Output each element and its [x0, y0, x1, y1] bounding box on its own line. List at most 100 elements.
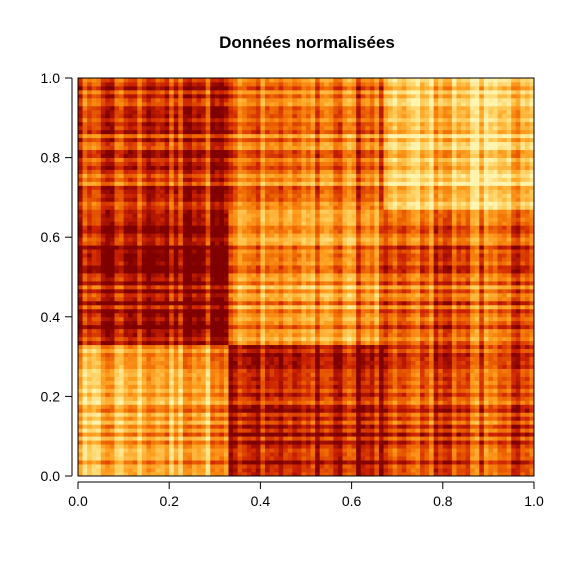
heatmap-cell: [237, 464, 243, 469]
heatmap-cell: [433, 436, 439, 441]
heatmap-cell: [424, 288, 430, 294]
heatmap-cell: [319, 356, 325, 361]
heatmap-cell: [228, 428, 234, 433]
heatmap-cell: [465, 292, 471, 298]
heatmap-cell: [433, 432, 439, 437]
heatmap-cell: [319, 348, 325, 354]
heatmap-cell: [287, 468, 293, 473]
heatmap-cell: [169, 432, 175, 437]
heatmap-cell: [155, 432, 161, 437]
heatmap-cell: [483, 464, 489, 469]
heatmap-cell: [406, 364, 412, 369]
heatmap-cell: [397, 448, 403, 453]
heatmap-cell: [492, 312, 498, 318]
heatmap-cell: [274, 348, 280, 354]
heatmap-cell: [141, 324, 147, 330]
heatmap-cell: [369, 356, 375, 361]
heatmap-cell: [397, 336, 403, 342]
heatmap-cell: [114, 344, 120, 350]
heatmap-cell: [173, 348, 179, 354]
heatmap-cell: [242, 356, 248, 361]
heatmap-cell: [164, 436, 170, 441]
heatmap-cell: [356, 344, 362, 350]
heatmap-cell: [310, 448, 316, 453]
heatmap-cell: [488, 288, 494, 294]
heatmap-cell: [201, 396, 207, 401]
heatmap-cell: [369, 328, 375, 334]
heatmap-cell: [119, 456, 124, 461]
heatmap-cell: [392, 472, 398, 477]
heatmap-cell: [205, 396, 211, 401]
heatmap-cell: [397, 332, 403, 338]
heatmap-cell: [155, 356, 161, 361]
heatmap-cell: [91, 472, 97, 477]
heatmap-cell: [410, 296, 416, 302]
heatmap-cell: [410, 344, 416, 350]
heatmap-cell: [274, 344, 280, 350]
heatmap-cell: [251, 464, 257, 469]
heatmap-cell: [155, 444, 161, 449]
heatmap-cell: [442, 280, 448, 286]
heatmap-cell: [196, 280, 202, 286]
heatmap-cell: [378, 424, 384, 429]
heatmap-cell: [306, 304, 311, 310]
heatmap-cell: [146, 284, 152, 290]
heatmap-cell: [383, 468, 389, 473]
heatmap-cell: [374, 320, 380, 326]
heatmap-cell: [492, 316, 498, 322]
heatmap-cell: [178, 468, 184, 473]
heatmap-cell: [310, 460, 316, 465]
heatmap-cell: [182, 460, 188, 465]
heatmap-cell: [520, 296, 526, 302]
heatmap-cell: [223, 336, 229, 342]
heatmap-cell: [347, 380, 352, 385]
heatmap-cell: [502, 296, 508, 302]
heatmap-cell: [401, 404, 407, 409]
heatmap-cell: [255, 388, 261, 393]
heatmap-cell: [205, 416, 211, 421]
heatmap-cell: [178, 436, 184, 441]
heatmap-cell: [433, 372, 439, 377]
heatmap-cell: [205, 432, 211, 437]
heatmap-cell: [82, 392, 88, 397]
heatmap-cell: [374, 440, 380, 445]
heatmap-cell: [283, 332, 289, 338]
heatmap-cell: [260, 460, 266, 465]
heatmap-cell: [96, 304, 102, 310]
heatmap-cell: [287, 412, 293, 417]
heatmap-cell: [479, 396, 485, 401]
heatmap-cell: [415, 296, 421, 302]
heatmap-cell: [515, 436, 521, 441]
heatmap-cell: [461, 368, 466, 373]
heatmap-cell: [82, 448, 88, 453]
heatmap-cell: [100, 288, 106, 294]
heatmap-cell: [251, 392, 257, 397]
heatmap-cell: [465, 344, 471, 350]
heatmap-cell: [155, 416, 161, 421]
heatmap-cell: [78, 328, 83, 334]
heatmap-cell: [347, 392, 352, 397]
heatmap-cell: [328, 404, 334, 409]
heatmap-cell: [442, 392, 448, 397]
heatmap-cell: [524, 472, 530, 477]
heatmap-cell: [255, 348, 261, 354]
heatmap-cell: [360, 380, 366, 385]
heatmap-cell: [456, 456, 462, 461]
heatmap-cell: [515, 456, 521, 461]
heatmap-cell: [287, 312, 293, 318]
heatmap-cell: [105, 420, 111, 425]
heatmap-cell: [337, 452, 343, 457]
heatmap-cell: [511, 277, 517, 282]
heatmap-cell: [465, 356, 471, 361]
heatmap-cell: [470, 356, 476, 361]
heatmap-cell: [82, 277, 88, 282]
heatmap-cell: [150, 312, 156, 318]
heatmap-cell: [433, 444, 439, 449]
heatmap-cell: [369, 360, 375, 365]
heatmap-cell: [438, 352, 444, 357]
heatmap-cell: [351, 452, 357, 457]
heatmap-cell: [397, 288, 403, 294]
heatmap-cell: [146, 356, 152, 361]
heatmap-cell: [333, 428, 339, 433]
heatmap-cell: [182, 344, 188, 350]
